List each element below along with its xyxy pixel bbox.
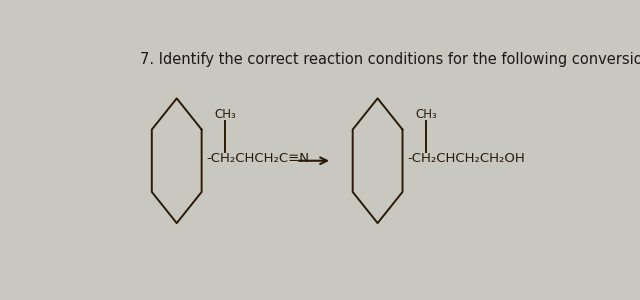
Text: -CH₂CHCH₂C≡N: -CH₂CHCH₂C≡N <box>207 152 310 165</box>
Text: 7. Identify the correct reaction conditions for the following conversion?: 7. Identify the correct reaction conditi… <box>140 52 640 67</box>
Text: CH₃: CH₃ <box>214 109 236 122</box>
Text: CH₃: CH₃ <box>415 109 437 122</box>
Text: -CH₂CHCH₂CH₂OH: -CH₂CHCH₂CH₂OH <box>408 152 525 165</box>
